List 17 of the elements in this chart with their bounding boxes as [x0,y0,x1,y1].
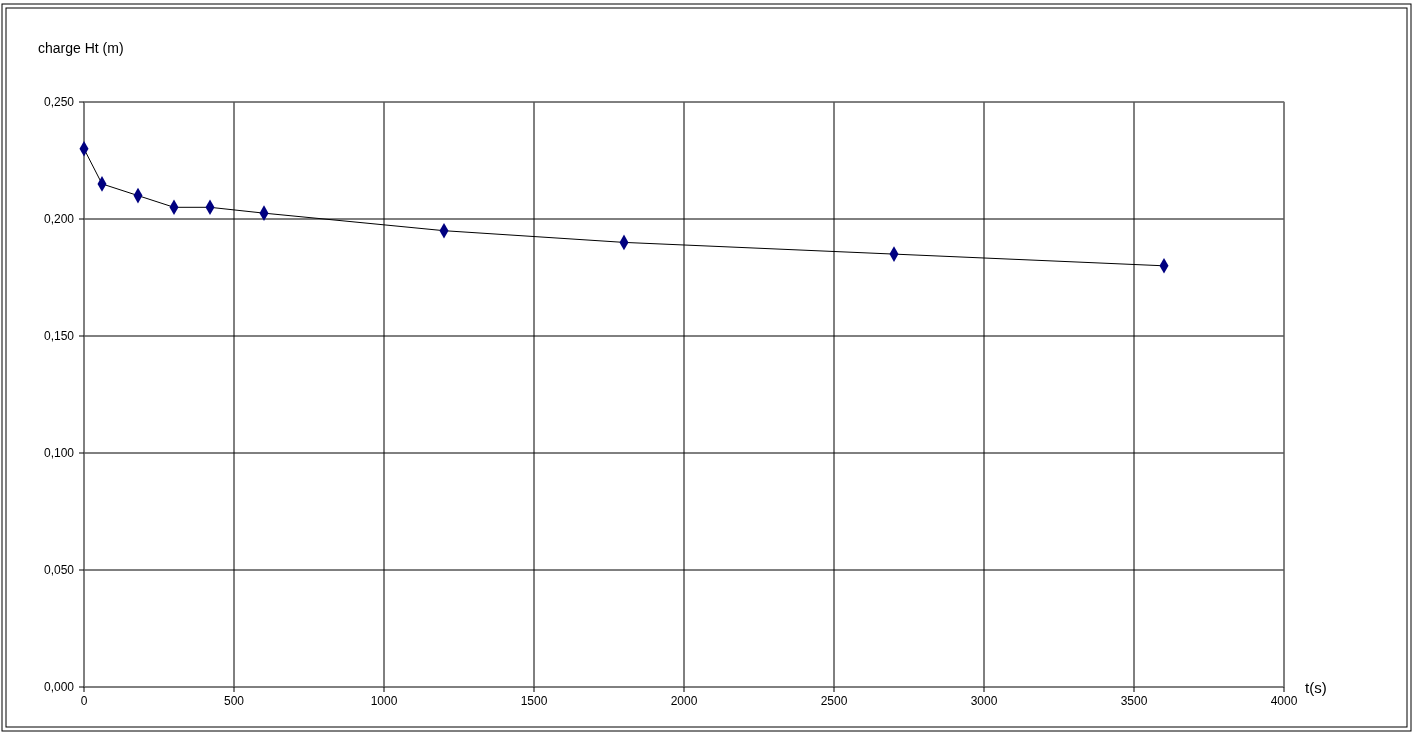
y-tick-label: 0,000 [43,680,75,694]
x-tick-label: 1000 [370,694,398,708]
x-tick-label: 1500 [520,694,548,708]
x-tick-label: 3000 [970,694,998,708]
y-tick-label: 0,150 [43,329,75,343]
x-tick-label: 3500 [1120,694,1148,708]
y-axis-title: charge Ht (m) [38,40,124,56]
y-tick-label: 0,050 [43,563,75,577]
x-tick-label: 2000 [670,694,698,708]
x-tick-label: 4000 [1270,694,1298,708]
y-tick-label: 0,250 [43,95,75,109]
x-axis-title: t(s) [1305,679,1327,696]
x-tick-label: 2500 [820,694,848,708]
y-tick-label: 0,100 [43,446,75,460]
x-tick-label: 500 [223,694,245,708]
y-tick-label: 0,200 [43,212,75,226]
x-tick-label: 0 [80,694,88,708]
